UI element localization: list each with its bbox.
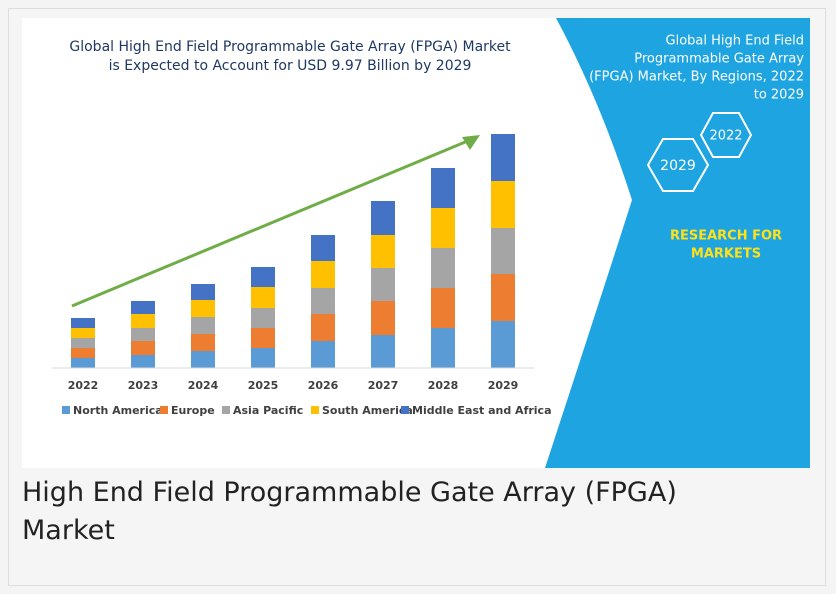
bar-segment — [371, 268, 395, 301]
panel-title: Programmable Gate Array — [634, 52, 804, 67]
bar-segment — [191, 334, 215, 351]
bar-segment — [311, 235, 335, 261]
bar-segment — [431, 328, 455, 368]
chart-title: is Expected to Account for USD 9.97 Bill… — [109, 58, 472, 74]
trend-arrow — [71, 138, 471, 308]
bar-segment — [491, 134, 515, 181]
x-tick-label: 2028 — [428, 379, 459, 392]
bar-segment — [491, 274, 515, 321]
panel-title: (FPGA) Market, By Regions, 2022 — [589, 70, 804, 85]
x-tick-label: 2024 — [188, 379, 219, 392]
bar-segment — [251, 348, 275, 368]
bar-segment — [371, 235, 395, 268]
legend-swatch — [222, 406, 230, 414]
trend-arrow-head — [462, 135, 480, 150]
bar-segment — [371, 335, 395, 368]
x-tick-label: 2026 — [308, 379, 339, 392]
hexagon-label: 2022 — [709, 129, 742, 144]
chart-title: Global High End Field Programmable Gate … — [69, 39, 511, 55]
bar-segment — [191, 351, 215, 368]
bar-segment — [131, 328, 155, 341]
hexagon — [699, 112, 753, 158]
bar-segment — [431, 288, 455, 328]
caption-line: High End Field Programmable Gate Array (… — [22, 477, 677, 508]
bar-segment — [131, 314, 155, 328]
hexagon — [646, 138, 710, 192]
bar-segment — [491, 181, 515, 228]
legend-label: Europe — [171, 404, 215, 417]
bar-segment — [131, 341, 155, 355]
brand: RESEARCH FOR — [670, 229, 782, 244]
bar-segment — [311, 261, 335, 288]
legend-label: South America — [322, 404, 413, 417]
bar-segment — [71, 338, 95, 348]
panel-title: Global High End Field — [666, 34, 804, 49]
legend-swatch — [311, 406, 319, 414]
bar-segment — [311, 341, 335, 368]
legend-swatch — [160, 406, 168, 414]
infographic: Global High End Field Programmable Gate … — [52, 18, 810, 468]
caption-line: Market — [22, 515, 115, 546]
bar-segment — [431, 208, 455, 248]
bar-segment — [191, 284, 215, 300]
bar-segment — [371, 201, 395, 235]
bar-segment — [131, 355, 155, 368]
bar-segment — [251, 308, 275, 328]
bar-segment — [431, 248, 455, 288]
bar-segment — [491, 228, 515, 274]
bar-segment — [251, 287, 275, 308]
side-panel — [545, 18, 810, 468]
legend-swatch — [401, 406, 409, 414]
bar-segment — [371, 301, 395, 335]
bar-segment — [431, 168, 455, 208]
x-tick-label: 2022 — [68, 379, 99, 392]
bar-segment — [251, 267, 275, 287]
brand: MARKETS — [691, 247, 761, 262]
bar-segment — [131, 301, 155, 314]
legend-label: North America — [73, 404, 163, 417]
bar-segment — [191, 300, 215, 317]
bar-segment — [251, 328, 275, 348]
panel-title: to 2029 — [754, 88, 804, 103]
bar-segment — [311, 288, 335, 314]
bar-segment — [491, 321, 515, 368]
bar-segment — [71, 358, 95, 368]
legend-label: Middle East and Africa — [412, 404, 552, 417]
caption: High End Field Programmable Gate Array (… — [22, 474, 677, 550]
legend-label: Asia Pacific — [233, 404, 303, 417]
bar-segment — [71, 348, 95, 358]
bar-segment — [191, 317, 215, 334]
hexagon-label: 2029 — [660, 158, 696, 174]
x-tick-label: 2023 — [128, 379, 159, 392]
x-tick-label: 2027 — [368, 379, 399, 392]
bar-segment — [71, 318, 95, 328]
legend-swatch — [62, 406, 70, 414]
x-tick-label: 2025 — [248, 379, 279, 392]
x-tick-label: 2029 — [488, 379, 519, 392]
bar-segment — [311, 314, 335, 341]
bar-segment — [71, 328, 95, 338]
